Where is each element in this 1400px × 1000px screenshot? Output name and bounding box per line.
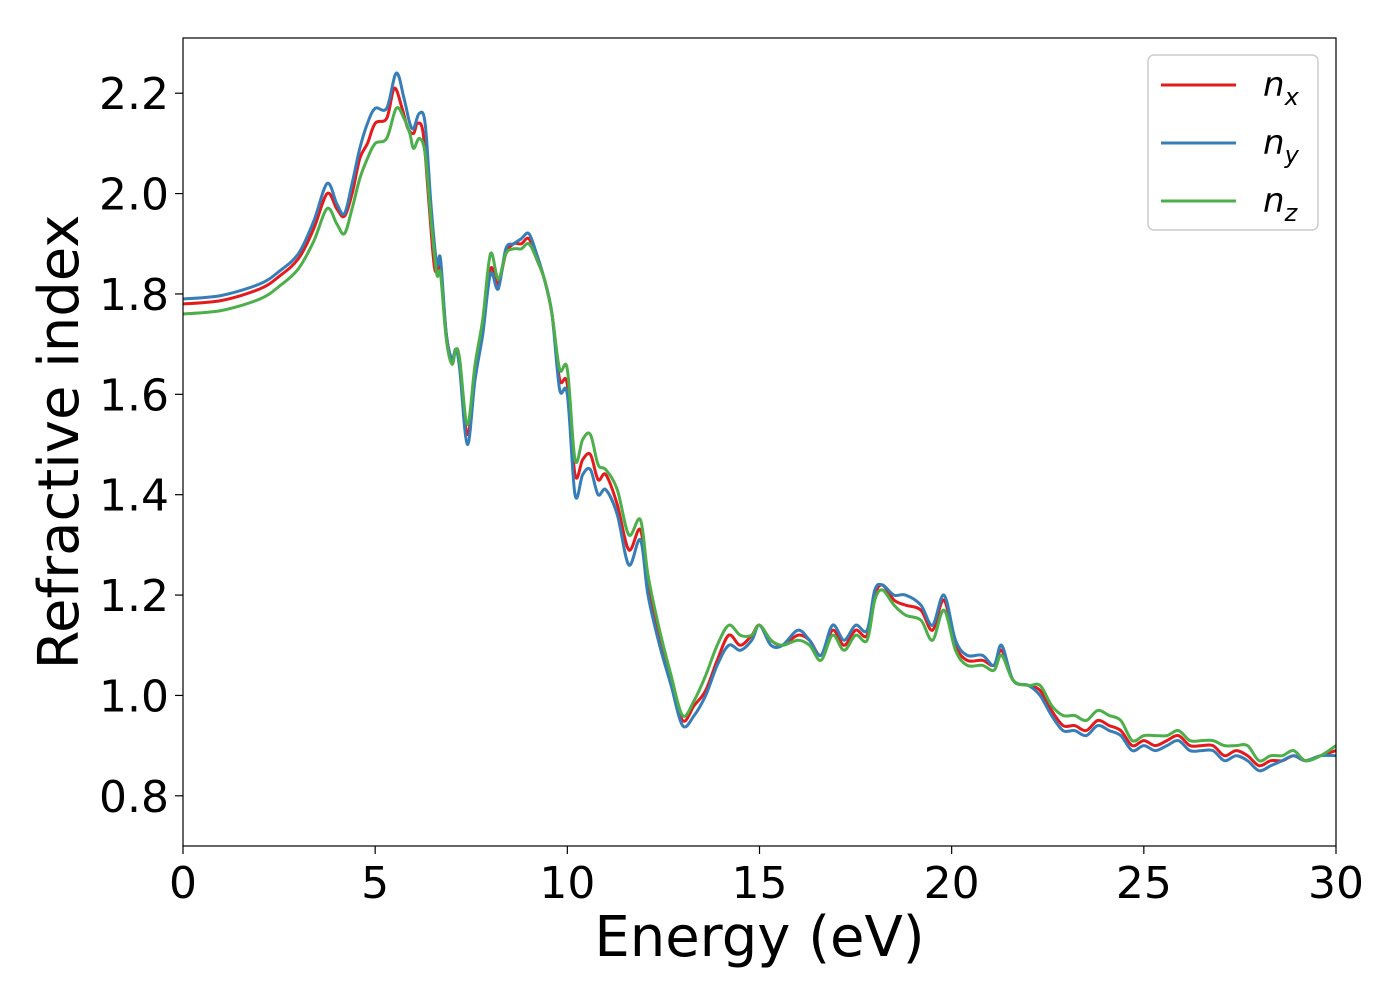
legend-entry: ny	[1263, 123, 1300, 169]
series-line-nx	[183, 86, 1336, 768]
x-tick-label: 25	[1116, 858, 1172, 909]
legend-entry: nx	[1263, 65, 1300, 111]
x-tick-label: 10	[539, 858, 595, 909]
y-tick-label: 0.8	[99, 772, 169, 823]
x-tick-label: 5	[361, 858, 389, 909]
x-tick-label: 0	[169, 858, 197, 909]
y-axis: 0.8 1.0 1.2 1.4 1.6 1.8 2.0 2.2	[99, 69, 183, 823]
y-tick-label: 1.2	[99, 571, 169, 622]
y-tick-label: 2.0	[99, 170, 169, 221]
x-axis-label: Energy (eV)	[594, 905, 924, 970]
series-line-ny	[183, 71, 1336, 773]
legend-entry: nz	[1263, 181, 1299, 227]
y-tick-label: 1.6	[99, 370, 169, 421]
y-tick-label: 1.4	[99, 471, 169, 522]
x-tick-label: 15	[732, 858, 788, 909]
series-line-nz	[183, 106, 1336, 763]
x-tick-label: 20	[924, 858, 980, 909]
y-tick-label: 1.0	[99, 671, 169, 722]
y-axis-label: Refractive index	[27, 215, 92, 670]
y-tick-label: 2.2	[99, 69, 169, 120]
y-tick-label: 1.8	[99, 270, 169, 321]
x-tick-label: 30	[1308, 858, 1364, 909]
legend: nx ny nz	[1147, 54, 1319, 231]
x-axis: 0 5 10 15 20 25 30	[169, 846, 1364, 909]
series-layer	[183, 71, 1336, 773]
